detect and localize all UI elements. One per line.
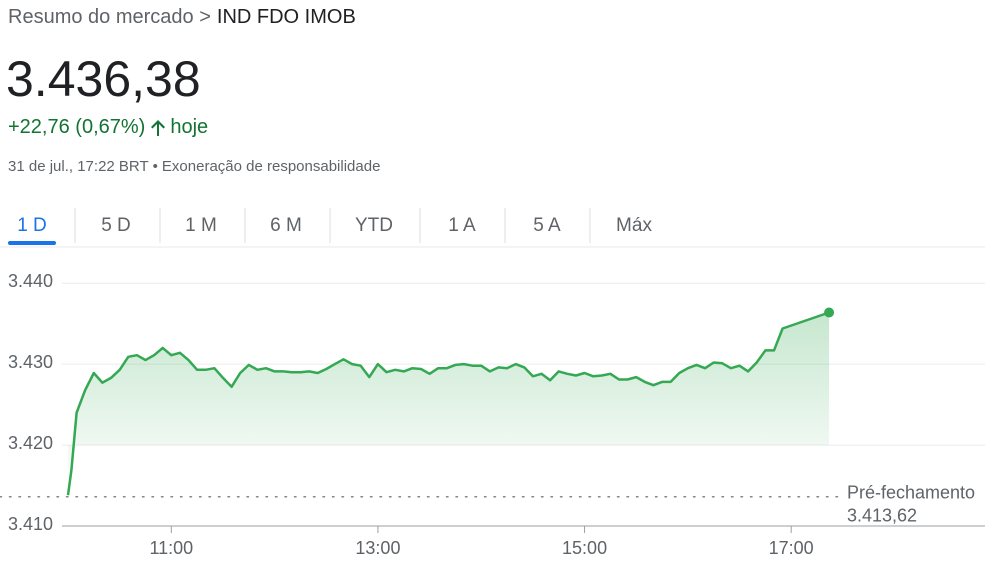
y-tick-label: 3.430	[8, 352, 53, 372]
previous-close-label: Pré-fechamento	[847, 482, 975, 502]
separator: •	[152, 158, 158, 175]
x-tick-label: 11:00	[149, 538, 193, 558]
index-name: IND FDO IMOB	[216, 6, 356, 28]
tab[interactable]: 1 A	[448, 215, 476, 236]
tab[interactable]: YTD	[355, 215, 393, 236]
change: +22,76 (0,67%)	[8, 116, 146, 138]
tab[interactable]: 1 M	[185, 215, 217, 236]
x-tick-label: 15:00	[562, 538, 607, 558]
period: hoje	[170, 116, 209, 138]
change-row: +22,76 (0,67%) hoje	[8, 116, 208, 139]
breadcrumb-prefix[interactable]: Resumo do mercado >	[8, 6, 211, 28]
y-tick-label: 3.440	[8, 271, 53, 291]
y-tick-label: 3.420	[8, 433, 53, 453]
tab[interactable]: 5 D	[101, 215, 131, 236]
active-tab-indicator	[8, 241, 56, 245]
price-line	[66, 311, 830, 496]
breadcrumb: Resumo do mercado > IND FDO IMOB	[8, 6, 356, 29]
timestamp-row: 31 de jul., 17:22 BRT • Exoneração de resp…	[8, 158, 384, 175]
price: 3.436,38	[6, 51, 201, 107]
x-tick-label: 17:00	[769, 538, 814, 558]
tab[interactable]: 6 M	[270, 215, 302, 236]
tab[interactable]: 5 A	[533, 215, 561, 236]
tab[interactable]: Máx	[616, 215, 652, 236]
previous-close-value: 3.413,62	[847, 505, 917, 525]
timestamp: 31 de jul., 17:22 BRT	[8, 158, 149, 175]
x-tick-label: 13:00	[355, 538, 400, 558]
area-fill	[68, 312, 830, 496]
disclaimer[interactable]: Exoneração de responsabilidade	[161, 158, 381, 175]
up-arrow	[151, 119, 166, 136]
last-point	[824, 307, 835, 318]
tab[interactable]: 1 D	[17, 215, 47, 236]
y-tick-label: 3.410	[8, 514, 53, 534]
